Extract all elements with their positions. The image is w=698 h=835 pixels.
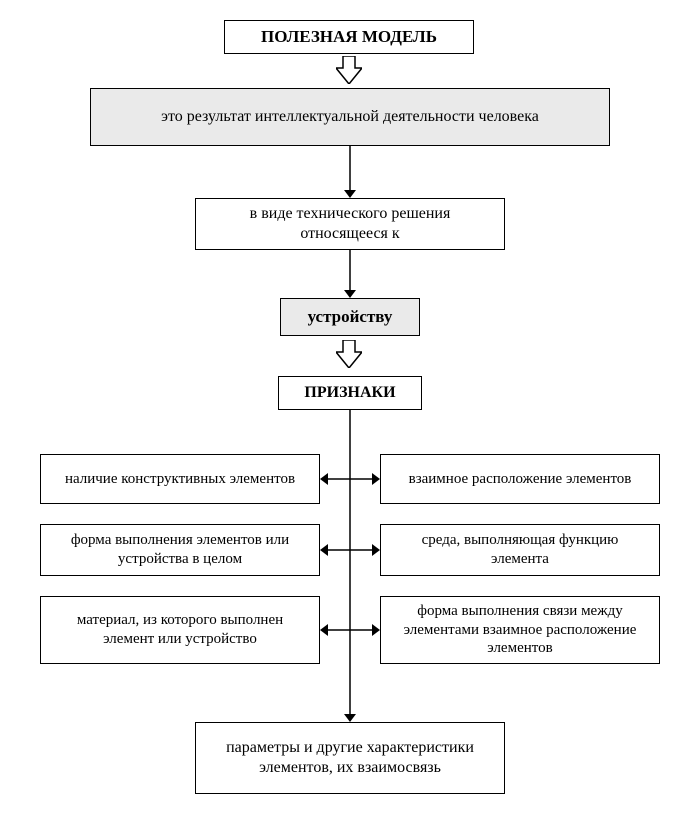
node-features: ПРИЗНАКИ <box>278 376 422 410</box>
node-l1-label: наличие конструктивных элементов <box>65 470 295 489</box>
node-title-label: ПОЛЕЗНАЯ МОДЕЛЬ <box>261 26 437 47</box>
node-l2-label: форма выполнения элементов или устройств… <box>51 531 309 569</box>
trunk-vertical <box>344 410 356 722</box>
node-l3-label: материал, из которого выполнен элемент и… <box>51 611 309 649</box>
node-r3-label: форма выполнения связи между элементами … <box>391 602 649 658</box>
node-def-label: это результат интеллектуальной деятельно… <box>161 107 539 127</box>
node-r1: взаимное расположение элементов <box>380 454 660 504</box>
node-tech: в виде технического решения относящееся … <box>195 198 505 250</box>
bi-arrow-row1 <box>320 473 380 485</box>
block-arrow-2 <box>336 340 362 368</box>
arrow-def-tech <box>344 146 356 198</box>
node-r1-label: взаимное расположение элементов <box>409 470 632 489</box>
block-arrow-1 <box>336 56 362 84</box>
node-def: это результат интеллектуальной деятельно… <box>90 88 610 146</box>
node-l1: наличие конструктивных элементов <box>40 454 320 504</box>
node-tech-label: в виде технического решения относящееся … <box>206 204 494 244</box>
node-device-label: устройству <box>308 306 393 327</box>
node-r2-label: среда, выполняющая функцию элемента <box>391 531 649 569</box>
arrow-tech-device <box>344 250 356 298</box>
node-device: устройству <box>280 298 420 336</box>
bi-arrow-row2 <box>320 544 380 556</box>
node-bottom: параметры и другие характеристики элемен… <box>195 722 505 794</box>
node-l2: форма выполнения элементов или устройств… <box>40 524 320 576</box>
node-bottom-label: параметры и другие характеристики элемен… <box>206 738 494 778</box>
node-title: ПОЛЕЗНАЯ МОДЕЛЬ <box>224 20 474 54</box>
node-features-label: ПРИЗНАКИ <box>304 383 395 403</box>
node-l3: материал, из которого выполнен элемент и… <box>40 596 320 664</box>
node-r3: форма выполнения связи между элементами … <box>380 596 660 664</box>
bi-arrow-row3 <box>320 624 380 636</box>
node-r2: среда, выполняющая функцию элемента <box>380 524 660 576</box>
